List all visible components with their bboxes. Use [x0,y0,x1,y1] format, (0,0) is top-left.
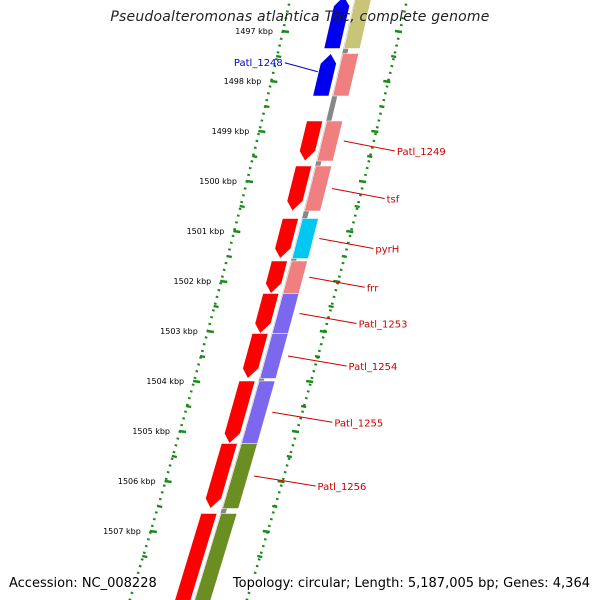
tick-label: 1501 kbp [187,227,225,236]
ruler-tick [239,204,245,209]
ruler-tick [354,204,360,209]
ruler-tick [300,404,307,409]
tick-label: 1497 kbp [235,27,273,36]
gene-label[interactable]: pyrH [375,245,399,256]
gene-label-leader [332,188,385,199]
gene-label[interactable]: Patl_1253 [359,320,408,331]
gene-label[interactable]: Patl_1254 [349,362,398,373]
ruler-tick [164,479,172,484]
gene-label[interactable]: Patl_1255 [334,418,383,429]
ruler-tick [251,154,258,159]
ruler-tick [149,529,157,534]
cog-block [304,165,333,212]
gene-arrow[interactable] [223,380,256,444]
ruler-tick [277,479,285,484]
gene-label-leader [253,475,316,487]
tick-label: 1506 kbp [118,477,156,486]
gene-label-leader [299,313,357,324]
gene-arrow[interactable] [205,443,238,509]
ruler-tick [291,429,300,434]
tick-label: 1503 kbp [160,327,198,336]
ruler-tick [262,529,270,534]
cog-block [194,513,238,600]
ruler-tick [220,279,228,284]
gene-label-leader [319,238,374,249]
gene-arrow[interactable] [274,218,299,259]
ruler-tick [233,229,241,234]
ruler-tick [341,254,348,259]
ruler-tick [156,504,163,509]
cog-block [282,260,308,294]
gene-arrow[interactable] [286,165,313,212]
ruler-tick [275,54,282,59]
ruler-tick [245,179,254,184]
gene-label[interactable]: Patl_1249 [397,147,446,158]
tick-label: 1502 kbp [174,277,212,286]
gene-label-leader [272,411,333,423]
cog-block [259,333,289,379]
genome-title: Pseudoalteromonas atlantica T6c, complet… [110,9,490,25]
ruler-tick [319,329,328,334]
ruler-tick [270,79,278,84]
ruler-tick [213,304,219,309]
ruler-tick [379,104,385,109]
ruler-tick [346,229,354,234]
tick-label: 1504 kbp [146,377,184,386]
gene-label[interactable]: Patl_1256 [318,482,367,493]
gene-arrow[interactable] [299,120,324,162]
gene-label-leader [284,62,318,73]
ruler-tick [286,454,293,459]
ruler-tick [206,329,215,334]
ruler-tick [366,154,373,159]
gene-label-leader [343,140,395,152]
gene-label[interactable]: tsf [387,195,400,206]
ruler-tick [178,429,187,434]
gene-label[interactable]: frr [367,283,379,294]
ruler-tick [171,454,178,459]
ruler-tick [394,29,403,34]
cog-block [222,443,258,509]
gene-arrow[interactable] [242,333,269,379]
ruler-tick [390,54,397,59]
accession-label: Accession: NC_008228 [7,576,159,591]
ruler-tick [258,129,266,134]
ruler-tick [271,504,278,509]
ruler-tick [264,104,270,109]
tick-label: 1498 kbp [224,77,262,86]
ruler-tick [257,554,263,559]
gene-label-leader [287,355,347,367]
gene-label-leader [309,276,365,288]
topology-label: Topology: circular; Length: 5,187,005 bp… [230,576,592,591]
gene-arrow[interactable] [265,260,288,294]
ruler-tick [185,404,192,409]
ruler-tick [192,379,201,384]
ruler-tick [328,304,334,309]
gene-label[interactable]: Patl_1248 [234,58,283,69]
tick-label: 1507 kbp [103,527,141,536]
cog-block [316,120,344,162]
ruler-tick [314,354,321,359]
ruler-tick [281,29,290,34]
gene-arrow[interactable] [174,513,218,600]
gene-arrow[interactable] [312,53,337,97]
gene-arrow[interactable] [323,0,350,49]
ruler-tick [226,254,233,259]
ruler-tick [305,379,314,384]
ruler-tick [142,554,148,559]
cog-block [291,218,319,259]
cog-block [343,0,372,49]
ruler-tick [383,79,391,84]
tick-label: 1500 kbp [199,177,237,186]
ruler-tick [358,179,367,184]
cog-block [332,53,360,97]
ruler-tick [333,279,341,284]
gene-arrow[interactable] [254,293,280,334]
tick-label: 1499 kbp [212,127,250,136]
tick-label: 1505 kbp [132,427,170,436]
ruler-tick [371,129,379,134]
ruler-tick [199,354,206,359]
